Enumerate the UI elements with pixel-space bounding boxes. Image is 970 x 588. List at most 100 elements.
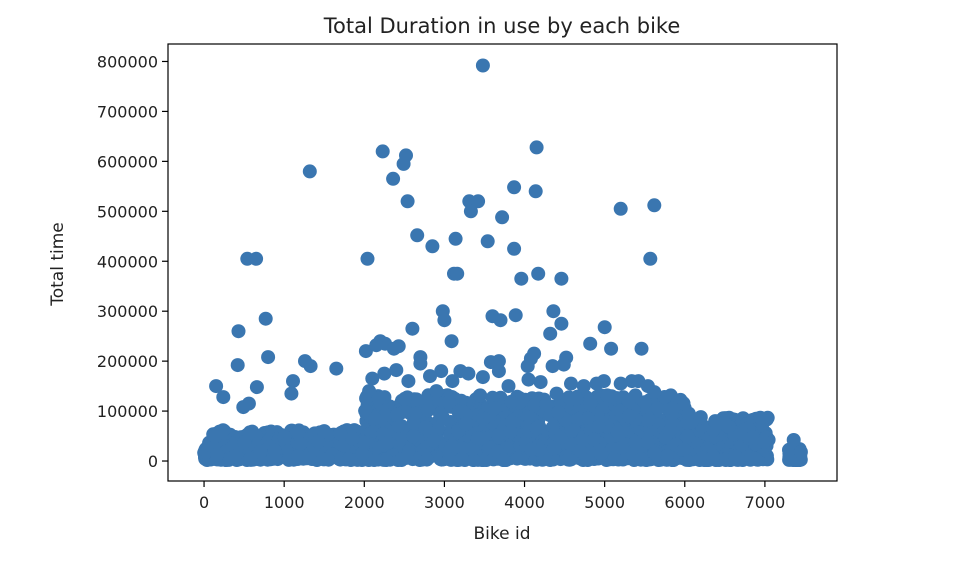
data-point: [365, 371, 380, 386]
data-point: [510, 451, 525, 466]
x-axis: 0 1000 2000 3000 4000 5000 6000 7000: [199, 481, 785, 512]
data-point: [717, 416, 732, 431]
data-point: [680, 429, 695, 444]
data-point: [444, 438, 459, 453]
y-axis: 0 100000 200000 300000 400000 500000 600000 700…: [97, 52, 168, 471]
x-tick-label: 5000: [584, 493, 625, 512]
data-point: [230, 358, 245, 373]
data-point: [528, 184, 543, 199]
data-point: [543, 326, 558, 341]
data-point: [613, 201, 628, 216]
data-point: [521, 372, 536, 387]
data-point: [508, 308, 523, 323]
data-point: [267, 443, 282, 458]
data-point: [604, 389, 619, 404]
data-point: [405, 321, 420, 336]
data-point: [475, 370, 490, 385]
data-point: [437, 313, 452, 328]
data-point: [302, 164, 317, 179]
data-point: [549, 386, 564, 401]
data-point: [391, 418, 406, 433]
data-point: [647, 446, 662, 461]
data-point: [514, 271, 529, 286]
data-point: [573, 443, 588, 458]
data-point: [473, 388, 488, 403]
data-point: [634, 341, 649, 356]
data-point: [444, 334, 459, 349]
data-point: [622, 409, 636, 424]
data-point: [475, 58, 490, 73]
data-point: [237, 435, 252, 450]
data-point: [504, 394, 519, 409]
data-point: [329, 361, 344, 376]
data-point: [693, 410, 708, 425]
data-point: [450, 266, 465, 281]
data-point: [576, 379, 591, 394]
data-point: [320, 452, 335, 467]
data-point: [583, 396, 598, 411]
data-point: [377, 366, 392, 381]
data-point: [553, 431, 568, 445]
y-tick-label: 800000: [97, 52, 158, 71]
data-point: [291, 449, 306, 464]
data-point: [375, 144, 390, 159]
data-point: [286, 374, 300, 389]
data-point: [596, 374, 611, 389]
data-point: [419, 452, 434, 467]
data-point: [463, 204, 478, 219]
data-point: [429, 384, 444, 399]
data-point: [397, 391, 412, 406]
data-point: [406, 429, 421, 444]
data-point: [400, 194, 415, 209]
data-point: [317, 424, 332, 439]
data-point: [461, 366, 476, 381]
data-point: [676, 396, 691, 411]
data-point: [371, 391, 386, 406]
data-point: [426, 433, 441, 448]
data-point: [303, 359, 318, 374]
data-point: [753, 410, 768, 425]
data-point: [369, 338, 384, 353]
data-point: [249, 380, 264, 395]
data-point: [368, 411, 383, 426]
data-point: [637, 395, 652, 410]
y-axis-label: Total time: [48, 222, 68, 307]
data-point: [441, 395, 456, 410]
data-point: [360, 251, 375, 266]
data-point: [406, 415, 421, 430]
data-point: [486, 401, 501, 416]
data-point: [455, 452, 470, 466]
x-tick-label: 4000: [504, 493, 545, 512]
data-points: [197, 58, 808, 467]
data-point: [311, 434, 326, 449]
data-point: [613, 376, 628, 391]
data-point: [564, 423, 579, 438]
data-point: [594, 446, 609, 461]
data-point: [421, 403, 436, 418]
data-point: [425, 239, 440, 254]
data-point: [455, 441, 470, 456]
data-point: [650, 401, 665, 416]
data-point: [569, 391, 584, 406]
data-point: [660, 448, 675, 463]
data-point: [608, 450, 623, 465]
data-point: [451, 404, 466, 419]
data-point: [547, 441, 562, 456]
data-point: [291, 425, 306, 440]
data-point: [507, 180, 522, 195]
data-point: [258, 311, 273, 326]
data-point: [545, 359, 560, 374]
data-point: [356, 435, 371, 450]
data-point: [480, 234, 495, 249]
data-point: [728, 449, 743, 464]
data-point: [527, 346, 542, 361]
y-tick-label: 0: [148, 452, 158, 471]
data-point: [436, 412, 451, 427]
data-point: [539, 397, 554, 412]
data-point: [491, 354, 506, 369]
data-point: [379, 453, 394, 467]
data-point: [423, 369, 437, 384]
data-point: [747, 451, 762, 466]
